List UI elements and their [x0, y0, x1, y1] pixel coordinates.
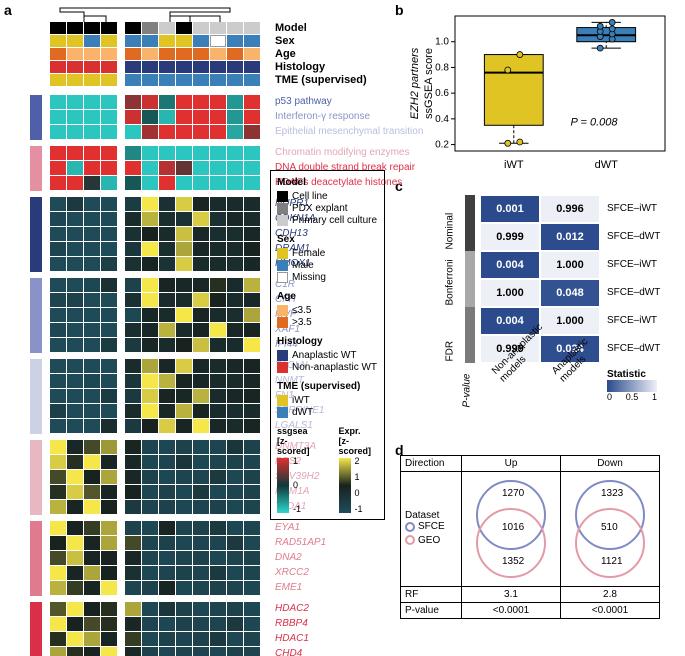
panel-c-matrix: 0.0010.9960.9990.0120.0041.0001.0000.048…	[395, 185, 685, 420]
anno-label-sex: Sex	[275, 35, 295, 47]
panel-d-venn-table: DirectionUpDownDatasetSFCEGEO 1270 1016 …	[400, 455, 675, 650]
svg-text:dWT: dWT	[595, 159, 619, 171]
legend-box: ModelCell linePDX explantPrimary cell cu…	[270, 170, 385, 520]
annotation-tracks	[50, 22, 270, 87]
anno-label-age: Age	[275, 48, 296, 60]
anno-label-model: Model	[275, 22, 307, 34]
heatmap-body	[50, 95, 270, 656]
svg-text:P = 0.008: P = 0.008	[571, 116, 619, 128]
svg-text:iWT: iWT	[504, 159, 524, 171]
svg-text:0.6: 0.6	[435, 88, 449, 99]
svg-text:0.4: 0.4	[435, 114, 449, 125]
svg-text:0.2: 0.2	[435, 140, 449, 151]
svg-text:EZH2 partners: EZH2 partners	[409, 47, 421, 119]
svg-text:0.8: 0.8	[435, 62, 449, 73]
svg-text:ssGSEA score: ssGSEA score	[423, 48, 435, 119]
svg-text:1.0: 1.0	[435, 37, 449, 48]
dendrogram	[50, 6, 270, 22]
anno-label-histology: Histology	[275, 61, 325, 73]
panel-b-boxplot: 0.2 0.4 0.6 0.8 1.0 iWT dWT EZH2 partnersssGSEA…	[400, 6, 675, 176]
anno-label-tme: TME (supervised)	[275, 74, 367, 86]
